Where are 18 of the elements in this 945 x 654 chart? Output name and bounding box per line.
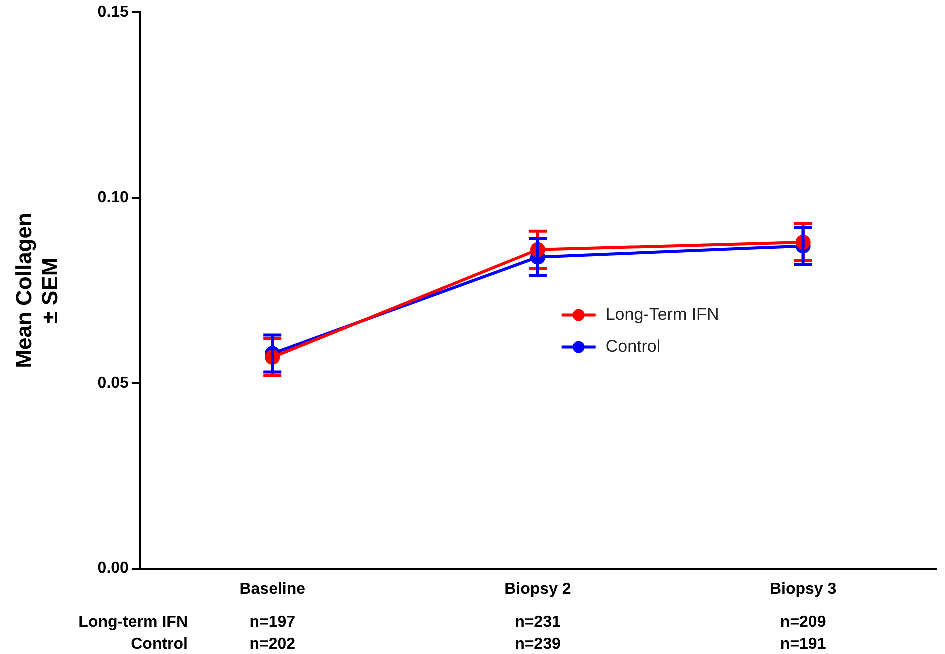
x-tick-label: Biopsy 2	[504, 580, 572, 598]
text: n=231	[515, 614, 561, 632]
text: Control	[131, 636, 188, 654]
x-tick-label: Biopsy 3	[770, 580, 837, 598]
legend-label: Long-Term IFN	[606, 304, 720, 324]
x-tick-label: Baseline	[240, 580, 306, 598]
text: n=209	[780, 614, 826, 632]
text: n=202	[250, 636, 296, 654]
y-tick-label: 0.10	[98, 189, 130, 206]
text: n=197	[250, 614, 296, 632]
text: Long-term IFN	[78, 614, 188, 632]
text: n=239	[515, 636, 561, 654]
legend-label: Control	[606, 336, 661, 356]
y-tick-label: 0.15	[98, 4, 130, 22]
y-axis-title: Mean Collagen ± SEM	[11, 213, 63, 368]
y-tick-label: 0.05	[98, 374, 130, 392]
text: n=191	[780, 636, 826, 654]
y-tick-label: 0.00	[98, 560, 130, 578]
